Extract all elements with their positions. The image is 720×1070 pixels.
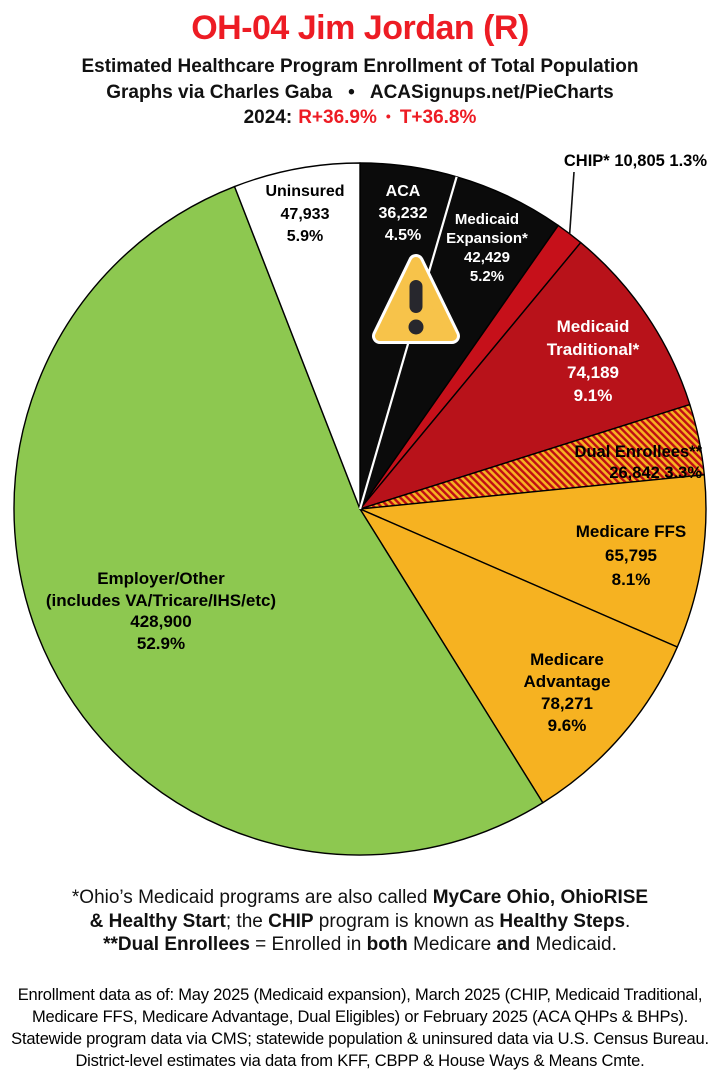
subtitle: Estimated Healthcare Program Enrollment … <box>81 56 639 77</box>
pie-slice-medicare-ffs <box>359 474 707 648</box>
label-employer-other: Employer/Other (includes VA/Tricare/IHS/… <box>41 568 281 654</box>
label-aca: ACA 36,232 4.5% <box>358 181 448 247</box>
segment-pct: 9.6% <box>547 716 587 735</box>
year-label: 2024: <box>243 107 293 128</box>
partisan-lean-line: 2024: R+36.9% • T+36.8% <box>0 107 720 129</box>
label-chip-callout: CHIP* 10,805 1.3% <box>564 152 707 171</box>
segment-value: 10,805 <box>614 152 665 170</box>
footnote-data-sources: Enrollment data as of: May 2025 (Medicai… <box>0 984 720 1070</box>
segment-name: Medicare Advantage <box>523 650 611 691</box>
segment-pct: 5.9% <box>286 228 324 245</box>
pie-slice-uninsured <box>233 162 361 510</box>
footnote-line: *Ohio’s Medicaid programs are also calle… <box>71 887 649 908</box>
segment-pct: 4.5% <box>384 227 422 244</box>
segment-value: 428,900 <box>130 612 192 631</box>
label-medicare-advantage: Medicare Advantage 78,271 9.6% <box>512 649 622 737</box>
segment-value: 26,842 <box>609 464 660 482</box>
segment-pct: 8.1% <box>611 570 651 589</box>
segment-name: CHIP* <box>563 152 610 170</box>
label-medicaid-expansion: Medicaid Expansion* 42,429 5.2% <box>432 210 542 286</box>
segment-pct: 3.3% <box>664 464 702 482</box>
segment-value: 47,933 <box>280 205 330 223</box>
footnote-programs: *Ohio’s Medicaid programs are also calle… <box>0 886 720 957</box>
segment-pct: 52.9% <box>136 633 186 653</box>
pie-slice-medicare-advantage <box>359 508 678 804</box>
warning-icon <box>372 254 460 344</box>
segment-value: 65,795 <box>605 546 657 565</box>
footnote-line: District-level estimates via data from K… <box>75 1052 645 1070</box>
footnote-line: **Dual Enrollees = Enrolled in both Medi… <box>103 934 617 955</box>
footnote-line: & Healthy Start; the CHIP program is kno… <box>89 910 631 932</box>
segment-value: 78,271 <box>541 694 593 713</box>
segment-name: Medicaid Traditional* <box>546 317 640 359</box>
segment-value: 42,429 <box>464 249 510 266</box>
bullet-separator: • <box>385 108 391 124</box>
segment-value: 74,189 <box>567 363 619 382</box>
segment-name: Medicaid Expansion* <box>446 211 528 247</box>
label-medicaid-traditional: Medicaid Traditional* 74,189 9.1% <box>527 315 659 407</box>
segment-name: Dual Enrollees** <box>574 443 702 461</box>
credit-line: Graphs via Charles Gaba • ACASignups.net… <box>106 82 614 103</box>
r-lean-value: R+36.9% <box>298 107 377 128</box>
segment-subname: (includes VA/Tricare/IHS/etc) <box>45 590 277 610</box>
chip-callout-line <box>568 171 575 234</box>
page-title: OH-04 Jim Jordan (R) <box>191 9 529 47</box>
label-uninsured: Uninsured 47,933 5.9% <box>245 181 365 249</box>
pie-slice-employer-other <box>13 185 544 856</box>
t-lean-value: T+36.8% <box>399 107 477 128</box>
segment-name: Uninsured <box>265 183 345 200</box>
segment-name: Employer/Other <box>97 569 225 588</box>
label-medicare-ffs: Medicare FFS 65,795 8.1% <box>551 520 711 592</box>
segment-pct: 1.3% <box>669 152 707 170</box>
footnote-line: Enrollment data as of: May 2025 (Medicai… <box>17 986 703 1004</box>
segment-pct: 5.2% <box>469 268 505 285</box>
pie-slice-medicaid-traditional <box>359 241 691 510</box>
label-dual-enrollees: Dual Enrollees** 26,842 3.3% <box>532 442 702 484</box>
segment-value: 36,232 <box>378 205 428 222</box>
footnote-line: Medicare FFS, Medicare Advantage, Dual E… <box>31 1008 689 1026</box>
segment-name: Medicare FFS <box>575 522 687 541</box>
pie-slices <box>13 162 707 856</box>
footnote-line: Statewide program data via CMS; statewid… <box>11 1030 709 1048</box>
segment-pct: 9.1% <box>573 386 613 405</box>
segment-name: ACA <box>385 183 421 200</box>
